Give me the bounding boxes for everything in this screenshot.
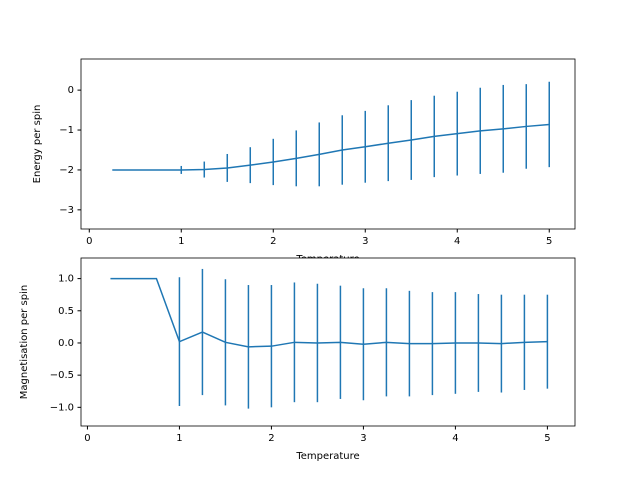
y-tick-label: −3 — [59, 205, 74, 216]
y-axis-label: Magnetisation per spin — [19, 285, 30, 399]
y-tick-label: −2 — [59, 165, 74, 176]
x-tick-label: 1 — [176, 433, 182, 444]
y-axis-label: Energy per spin — [32, 105, 43, 184]
y-tick-label: 0.5 — [58, 306, 74, 317]
x-tick-label: 0 — [86, 236, 92, 247]
y-tick-label: −0.5 — [50, 370, 74, 381]
y-tick-label: 0 — [68, 85, 74, 96]
axes-frame — [80, 257, 576, 427]
x-tick-label: 2 — [270, 236, 276, 247]
y-tick-label: −1 — [59, 125, 74, 136]
axes-background — [81, 59, 575, 229]
x-tick-label: 1 — [178, 236, 184, 247]
x-tick-label: 0 — [84, 433, 90, 444]
y-tick-label: 1.0 — [58, 274, 74, 285]
data-line — [110, 277, 548, 348]
x-tick-label: 3 — [362, 236, 368, 247]
x-tick-label: 5 — [544, 433, 550, 444]
y-tick-label: −1.0 — [50, 402, 74, 413]
x-tick-label: 4 — [454, 236, 460, 247]
x-tick-label: 4 — [452, 433, 458, 444]
data-line — [112, 123, 550, 171]
x-tick-label: 3 — [360, 433, 366, 444]
axes-frame — [80, 58, 576, 230]
x-axis-label: Temperature — [295, 451, 359, 462]
x-tick-label: 5 — [546, 236, 552, 247]
x-tick-label: 2 — [268, 433, 274, 444]
y-tick-label: 0.0 — [58, 338, 74, 349]
